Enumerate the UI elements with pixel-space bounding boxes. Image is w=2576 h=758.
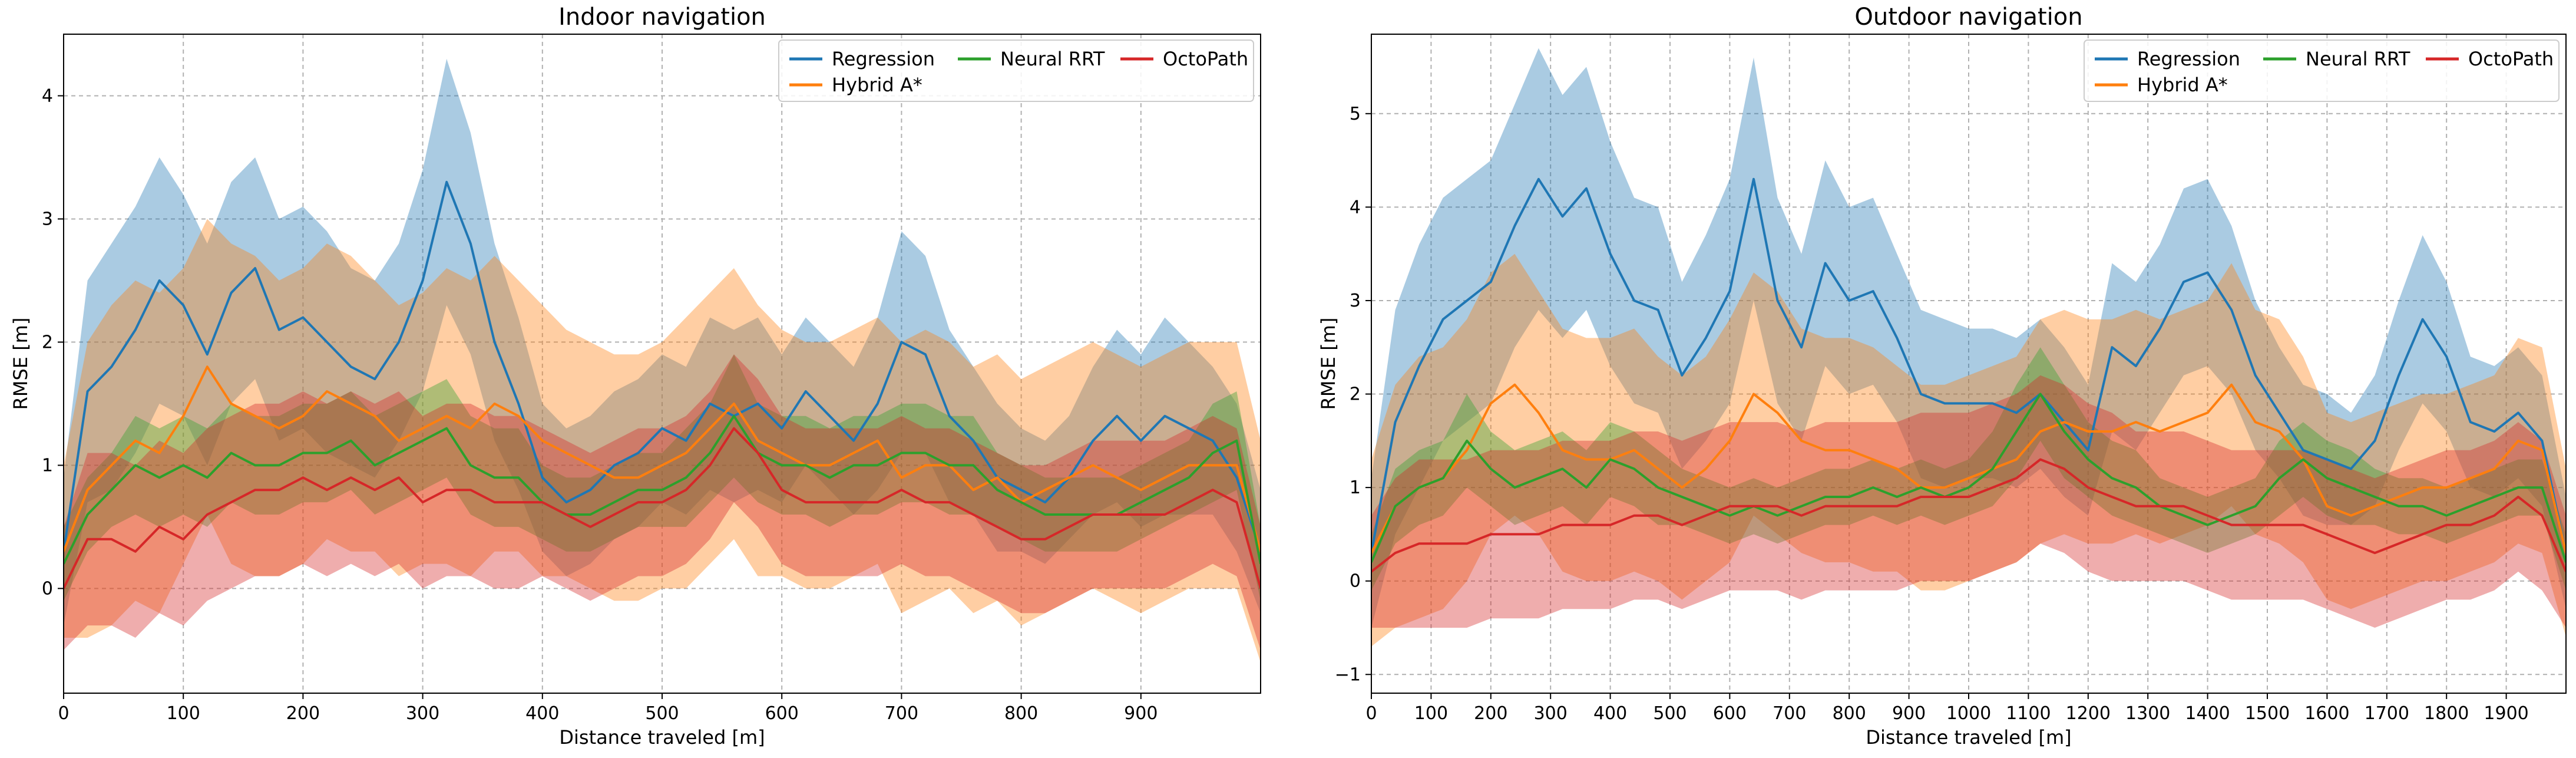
y-tick-label: −1 xyxy=(1335,664,1361,685)
x-tick-label: 200 xyxy=(1474,703,1507,724)
band-hybrid-a xyxy=(1371,253,2566,647)
y-tick-label: 0 xyxy=(42,578,53,599)
x-tick-label: 1200 xyxy=(2066,703,2111,724)
x-tick-label: 0 xyxy=(58,703,69,724)
x-tick-label: 0 xyxy=(1365,703,1377,724)
x-tick-label: 300 xyxy=(406,703,439,724)
y-axis-label: RMSE [m] xyxy=(9,318,32,410)
x-tick-label: 500 xyxy=(645,703,679,724)
band-regression xyxy=(1371,48,2566,628)
x-tick-label: 1900 xyxy=(2484,703,2528,724)
y-tick-label: 3 xyxy=(42,209,53,229)
y-tick-label: 4 xyxy=(1350,197,1361,217)
chart-panel-2: 0 100 200 300 400 500 600 700 800 900 1000 1100 1200… xyxy=(1317,4,2567,749)
x-tick-label: 1000 xyxy=(1946,703,1991,724)
y-tick-label: 5 xyxy=(1350,104,1361,124)
chart-title: Outdoor navigation xyxy=(1854,4,2082,31)
y-tick-label: 2 xyxy=(1350,384,1361,405)
x-tick-label: 1600 xyxy=(2304,703,2349,724)
x-tick-label: 1300 xyxy=(2125,703,2170,724)
grid xyxy=(1371,34,2566,693)
x-tick-label: 200 xyxy=(286,703,320,724)
legend-box xyxy=(778,39,1254,102)
series-line-neural-rrt xyxy=(1371,393,2566,563)
legend-entry-hybrid-a: Hybrid A* xyxy=(832,74,922,96)
y-tick-label: 3 xyxy=(1350,291,1361,311)
band-hybrid-a xyxy=(64,219,1261,663)
series-line-octopath xyxy=(64,427,1261,589)
x-tick-label: 800 xyxy=(1004,703,1038,724)
x-tick-label: 1400 xyxy=(2185,703,2230,724)
band-regression xyxy=(64,58,1261,626)
x-tick-label: 700 xyxy=(885,703,918,724)
legend: Regression Neural RRT OctoPath Hybrid A* xyxy=(778,39,1254,102)
x-axis-label: Distance traveled [m] xyxy=(559,726,765,749)
legend-entry-neural-rrt: Neural RRT xyxy=(1000,48,1105,70)
y-tick-label: 4 xyxy=(42,85,53,106)
x-tick-label: 1800 xyxy=(2424,703,2469,724)
y-tick-label: 1 xyxy=(1350,477,1361,498)
x-tick-label: 1700 xyxy=(2365,703,2409,724)
band-neural-rrt xyxy=(64,354,1261,601)
series-line-regression xyxy=(64,180,1261,552)
x-tick-label: 600 xyxy=(1713,703,1747,724)
plot-area xyxy=(64,58,1261,663)
x-tick-label: 500 xyxy=(1653,703,1687,724)
x-axis-label: Distance traveled [m] xyxy=(1866,726,2071,749)
legend-entry-octopath: OctoPath xyxy=(1163,48,1248,70)
x-tick-label: 400 xyxy=(1593,703,1627,724)
legend-entry-hybrid-a: Hybrid A* xyxy=(2137,74,2228,96)
series-line-neural-rrt xyxy=(64,414,1261,565)
x-tick-label: 900 xyxy=(1124,703,1158,724)
plot-area xyxy=(1371,48,2566,647)
legend: Regression Neural RRT OctoPath Hybrid A* xyxy=(2084,39,2560,102)
legend-entry-regression: Regression xyxy=(832,48,935,70)
legend-entry-octopath: OctoPath xyxy=(2468,48,2554,70)
series-line-hybrid-a xyxy=(1371,383,2566,554)
legend-entry-regression: Regression xyxy=(2137,48,2240,70)
series-line-hybrid-a xyxy=(64,365,1261,552)
legend-box xyxy=(2084,39,2560,102)
y-tick-label: 0 xyxy=(1350,571,1361,592)
x-tick-label: 1500 xyxy=(2245,703,2290,724)
x-tick-label: 400 xyxy=(525,703,559,724)
x-tick-label: 900 xyxy=(1892,703,1926,724)
x-tick-label: 600 xyxy=(765,703,799,724)
y-axis-label: RMSE [m] xyxy=(1317,318,1340,410)
chart-panel-1: 0 100 200 300 400 500 600 700 800 900 0 1 2 3 4 Indoor … xyxy=(9,4,1261,749)
x-tick-label: 1100 xyxy=(2006,703,2051,724)
legend-entry-neural-rrt: Neural RRT xyxy=(2306,48,2410,70)
x-tick-label: 100 xyxy=(167,703,200,724)
x-tick-label: 100 xyxy=(1414,703,1448,724)
x-tick-label: 800 xyxy=(1833,703,1866,724)
y-tick-label: 2 xyxy=(42,332,53,352)
band-octopath xyxy=(1371,375,2566,628)
grid xyxy=(63,34,1261,693)
y-tick-label: 1 xyxy=(42,455,53,476)
chart-title: Indoor navigation xyxy=(558,4,766,31)
band-neural-rrt xyxy=(1371,347,2566,591)
x-tick-label: 300 xyxy=(1534,703,1568,724)
series-line-octopath xyxy=(1371,458,2566,573)
series-line-regression xyxy=(1371,177,2566,553)
x-tick-label: 700 xyxy=(1773,703,1806,724)
